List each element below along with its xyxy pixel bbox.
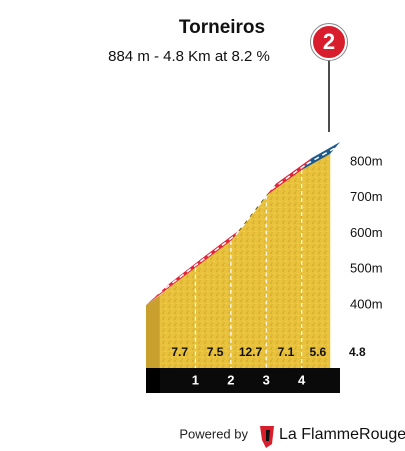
brand-logo-mark [266, 430, 270, 441]
title: Torneiros [179, 17, 265, 38]
base-side [146, 368, 160, 393]
x-tick-label: 1 [192, 372, 199, 387]
footer-powered: Powered by [179, 426, 248, 441]
ribbon-dash [306, 147, 336, 165]
gradient-label: 7.5 [207, 345, 224, 359]
x-end-label: 4.8 [349, 345, 366, 359]
base-bar [160, 368, 340, 393]
side-face [146, 295, 160, 368]
ribbon-dash [150, 261, 201, 300]
badge-ring [310, 23, 348, 61]
y-tick-label: 700m [350, 189, 383, 204]
ribbon-dash [270, 163, 308, 191]
x-tick-label: 3 [263, 372, 270, 387]
ribbon-dash [199, 234, 237, 263]
gradient-label: 12.7 [239, 345, 263, 359]
badge-number: 2 [323, 29, 335, 54]
gradient-label: 5.6 [309, 345, 326, 359]
y-tick-label: 800m [350, 153, 383, 168]
ribbon-segment [301, 141, 340, 171]
y-tick-label: 500m [350, 261, 383, 276]
profile-face [159, 153, 331, 369]
ribbon-dash [235, 188, 272, 236]
gradient-label: 7.7 [171, 345, 188, 359]
y-tick-label: 400m [350, 296, 383, 311]
plot: 400m 500m 600m 700m 800m 7.7 7.5 12.7 7.1 5.6 1 2 3 4… [146, 141, 383, 393]
gradient-label: 7.1 [278, 345, 295, 359]
x-tick-label: 4 [298, 372, 306, 387]
x-tick-label: 2 [227, 372, 234, 387]
subtitle: 884 m - 4.8 Km at 8.2 % [108, 48, 270, 65]
badge [311, 24, 347, 60]
y-tick-label: 600m [350, 225, 383, 240]
footer-brand: La FlammeRouge [279, 426, 405, 443]
